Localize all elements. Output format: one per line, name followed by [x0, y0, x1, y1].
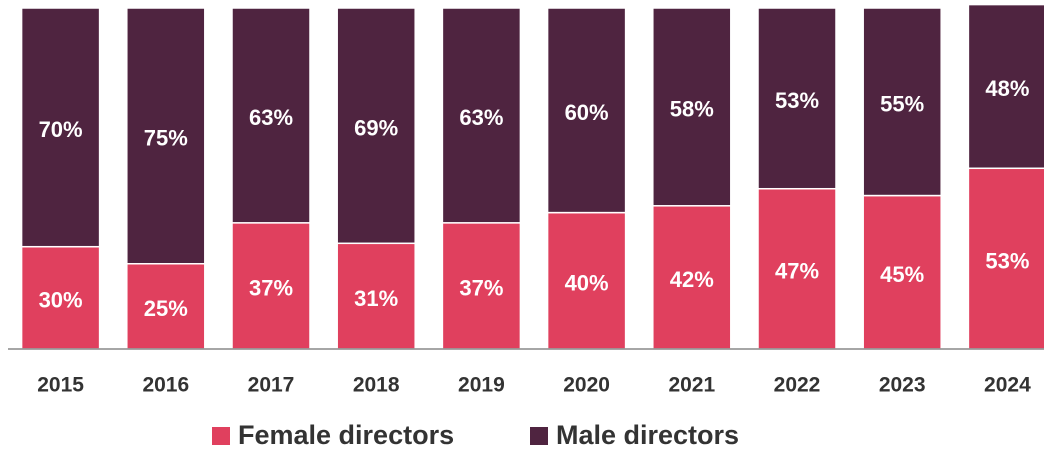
bar-segment: [441, 7, 522, 224]
bar-segment: [546, 211, 627, 350]
x-tick-label: 2015: [37, 374, 84, 397]
legend-label: Female directors: [238, 420, 454, 450]
bar-segment: [967, 3, 1044, 170]
bar-segment: [757, 187, 837, 350]
data-label: 53%: [775, 88, 819, 113]
data-label: 30%: [39, 288, 83, 313]
bar-segment: [231, 7, 311, 224]
data-label: 31%: [354, 286, 398, 311]
bar-segment: [862, 7, 942, 197]
data-label: 60%: [565, 100, 609, 125]
x-tick-label: 2019: [458, 374, 505, 397]
data-label: 63%: [459, 105, 503, 130]
legend-swatch: [212, 427, 230, 445]
bar-segment: [20, 245, 101, 350]
x-tick-label: 2017: [248, 374, 295, 397]
data-label: 58%: [670, 97, 714, 122]
x-tick-label: 2018: [353, 374, 400, 397]
bar-segment: [757, 7, 837, 190]
x-tick-label: 2024: [984, 374, 1031, 397]
data-label: 37%: [459, 276, 503, 301]
data-label: 37%: [249, 276, 293, 301]
data-label: 63%: [249, 105, 293, 130]
x-tick-label: 2023: [879, 374, 926, 397]
data-label: 45%: [880, 262, 924, 287]
data-label: 40%: [565, 271, 609, 296]
data-label: 42%: [670, 267, 714, 292]
x-tick-label: 2020: [563, 374, 610, 397]
bar-segment: [967, 167, 1044, 350]
legend-label: Male directors: [556, 420, 739, 450]
data-label: 75%: [144, 126, 188, 151]
bar-segment: [862, 194, 942, 350]
x-tick-label: 2021: [668, 374, 715, 397]
bar-segment: [336, 7, 416, 245]
legend-item: Female directors: [212, 420, 454, 450]
bar-segment: [20, 7, 101, 248]
x-tick-label: 2016: [142, 374, 189, 397]
data-label: 48%: [985, 76, 1029, 101]
data-label: 25%: [144, 296, 188, 321]
bar-segment: [546, 7, 627, 214]
legend-item: Male directors: [530, 420, 739, 450]
bar-segment: [652, 7, 732, 207]
data-label: 55%: [880, 92, 924, 117]
data-label: 70%: [39, 117, 83, 142]
data-label: 47%: [775, 259, 819, 284]
legend-swatch: [530, 427, 548, 445]
data-label: 69%: [354, 115, 398, 140]
data-label: 53%: [985, 248, 1029, 273]
bar-segment: [126, 7, 206, 265]
x-tick-label: 2022: [774, 374, 821, 397]
